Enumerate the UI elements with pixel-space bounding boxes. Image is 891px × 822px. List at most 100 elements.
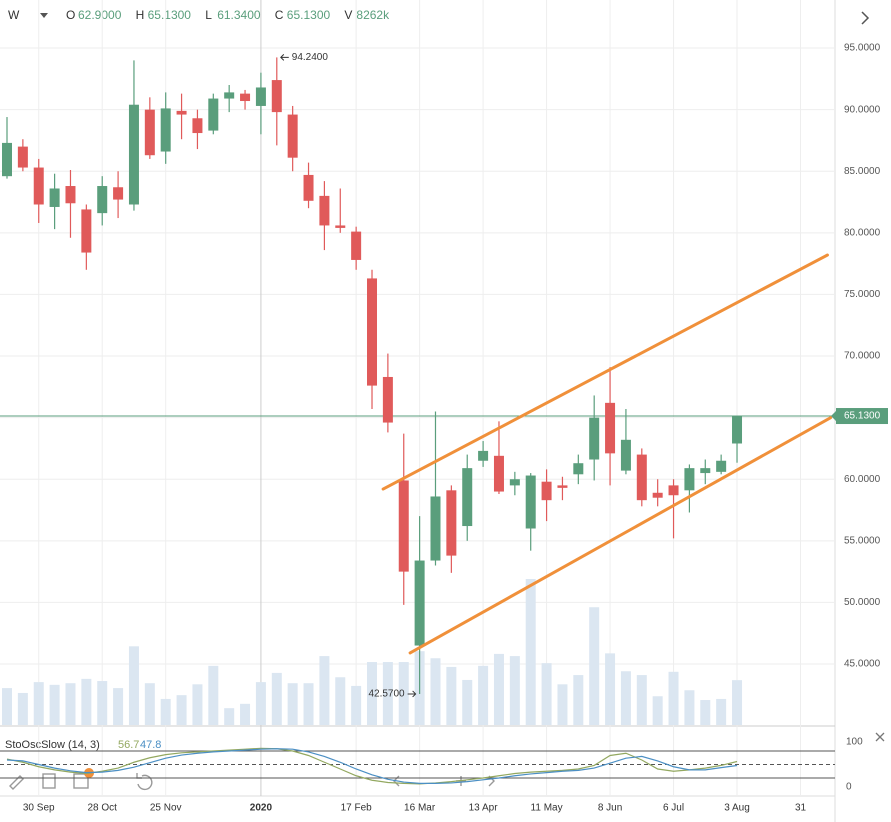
candle-body	[636, 454, 647, 501]
y-tick-label: 55.0000	[844, 535, 881, 546]
template-tool[interactable]	[73, 773, 89, 789]
volume-bar	[33, 682, 44, 725]
stoch-legend: 56.7	[118, 739, 139, 751]
x-tick-label: 31	[795, 803, 807, 814]
volume-bar	[255, 682, 266, 725]
candle-body	[732, 416, 743, 444]
y-tick-label: 85.0000	[844, 166, 881, 177]
ohlc-key: O	[66, 8, 75, 22]
layers-tool[interactable]	[42, 773, 56, 789]
volume-bar	[2, 688, 12, 725]
candle-body	[335, 225, 346, 228]
volume-bar	[240, 703, 251, 725]
volume-bar	[557, 684, 568, 725]
candle-body	[113, 187, 124, 200]
volume-bar	[652, 696, 663, 725]
candle-body	[255, 87, 266, 106]
candle-body	[462, 468, 473, 527]
volume-bar	[525, 579, 536, 725]
candle-body	[684, 468, 695, 491]
candle-body	[525, 475, 536, 529]
volume-bar	[700, 700, 711, 725]
x-tick-label: 11 May	[531, 803, 563, 814]
x-tick-label: 28 Oct	[87, 803, 117, 814]
candle-body	[224, 92, 235, 99]
channel-line	[408, 416, 833, 655]
volume-bar	[430, 658, 441, 725]
volume-bar	[589, 607, 600, 725]
volume-bar	[113, 688, 124, 725]
candle-body	[589, 417, 600, 460]
candle-body	[382, 376, 393, 423]
candle-body	[509, 479, 520, 486]
ohlc-value: 62.9000	[78, 8, 122, 22]
indicator-title: StoOscSlow (14, 3)	[5, 739, 100, 751]
candle-body	[17, 146, 28, 168]
volume-bar	[192, 684, 203, 725]
ohlc-key: L	[205, 8, 212, 22]
candle-body	[208, 98, 219, 131]
candle-body	[319, 195, 330, 226]
candle-body	[176, 110, 187, 115]
ohlc-key: V	[344, 8, 352, 22]
x-tick-label: 30 Sep	[23, 803, 55, 814]
y-tick-label: 60.0000	[844, 474, 881, 485]
volume-bar	[732, 680, 743, 725]
grid	[0, 0, 835, 796]
x-tick-label: 6 Jul	[663, 803, 684, 814]
y-tick-label: 95.0000	[844, 43, 881, 54]
annotation-arrow	[407, 690, 417, 698]
y-tick-label: 70.0000	[844, 351, 881, 362]
volume-bar	[160, 698, 171, 725]
last-price-box	[836, 408, 888, 425]
candle-body	[398, 480, 409, 572]
x-tick-label: 25 Nov	[150, 803, 182, 814]
volume-bar	[446, 666, 457, 725]
annotation: 94.2400	[292, 52, 329, 63]
volume-bar	[668, 671, 679, 725]
volume-bar	[636, 675, 647, 725]
candle-body	[430, 496, 441, 561]
collapse-button[interactable]	[861, 11, 870, 25]
candle-body	[128, 104, 139, 205]
volume-bar	[224, 708, 235, 725]
y-tick-label: 45.0000	[844, 659, 881, 670]
channel-line	[381, 253, 829, 491]
candle-body	[303, 174, 314, 201]
volume-bar	[367, 662, 378, 725]
last-price-label: 65.1300	[844, 411, 881, 422]
close-indicator[interactable]	[875, 732, 885, 742]
candle-body	[33, 167, 44, 205]
y-tick-label: 80.0000	[844, 227, 881, 238]
volume-bar	[382, 662, 393, 725]
candle-body	[367, 278, 378, 386]
stoch-tick-label: 100	[846, 737, 863, 748]
volume-bar	[303, 683, 314, 725]
x-tick-label: 16 Mar	[404, 803, 436, 814]
volume-bar	[398, 662, 409, 725]
volume-bar	[97, 681, 108, 725]
interval[interactable]: W	[8, 8, 20, 22]
candle-body	[240, 93, 251, 102]
volume-bar	[208, 665, 219, 725]
volume-bar	[509, 656, 520, 725]
candle-body	[668, 485, 679, 496]
x-tick-label: 13 Apr	[469, 803, 499, 814]
pencil-tool[interactable]	[9, 775, 24, 790]
ohlc-value: 65.1300	[287, 8, 331, 22]
candle-body	[192, 118, 203, 134]
candle-body	[493, 455, 504, 492]
candle-body	[478, 450, 489, 461]
candle-body	[271, 80, 282, 113]
last-price-notch	[831, 411, 836, 422]
candle-body	[620, 439, 631, 471]
volume-bar	[176, 695, 187, 725]
dropdown-icon[interactable]	[40, 13, 48, 18]
volume-bar	[605, 653, 616, 725]
stoch-tick-label: 0	[846, 782, 852, 793]
volume-bar	[620, 671, 631, 725]
volume-bar	[573, 675, 584, 725]
stoch-line	[6, 748, 738, 784]
volume-bar	[81, 678, 92, 725]
stoch-legend: 47.8	[140, 739, 161, 751]
